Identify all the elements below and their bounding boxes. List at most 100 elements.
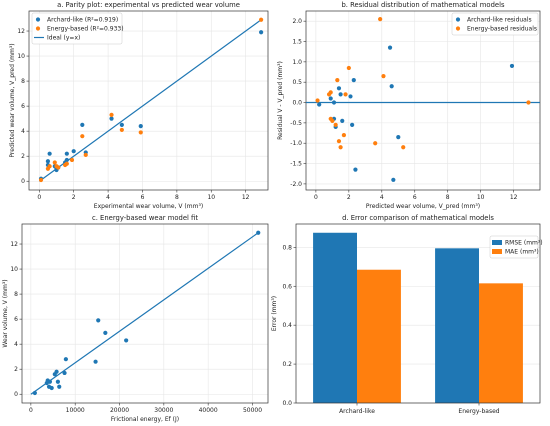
chart-b-ytick-label: 2.0 [292,18,302,25]
chart-b-point-series1 [509,63,515,69]
chart-c-xlabel: Frictional energy, Ef (J) [111,416,179,423]
chart-b-legend-label: Archard-like residuals [467,17,532,24]
chart-c-point-series1 [49,385,54,391]
chart-b-point-series1 [331,100,337,105]
chart-a-xtick-label: 10 [207,194,215,201]
chart-a-point-series1 [119,122,124,128]
chart-c-title: c. Energy-based wear model fit [92,214,198,222]
chart-b-point-series1 [348,94,353,99]
chart-d-ylabel: Error (mm³) [271,296,278,331]
chart-a-xtick-label: 2 [72,194,76,201]
chart-c-point-series1 [57,384,62,389]
chart-a-point-series1 [80,122,85,128]
chart-c-frame [21,223,269,404]
chart-b-point-series1 [338,92,343,97]
chart-c-xtick-label: 0 [29,407,33,414]
chart-a-point-series2 [56,165,61,170]
chart-b-ytick-label: -1.5 [290,161,302,168]
chart-b-xtick-label: 6 [413,194,417,201]
chart-b-legend-label: Energy-based residuals [467,26,537,33]
chart-d-title: d. Error comparison of mathematical mode… [342,214,494,222]
chart-b-ytick-label: -1.0 [290,140,302,147]
chart-d-legend-marker [492,240,502,245]
chart-d-bar-mae [357,269,401,403]
chart-c-point-series1 [96,318,101,323]
chart-a-ytick-label: 6 [21,103,25,110]
chart-a-legend-label: Energy-based (R²=0.933) [47,26,124,33]
chart-c-point-series1 [62,370,67,376]
chart-b-point-series1 [389,84,394,89]
chart-a-point-series1 [71,149,76,154]
chart-a-point-series2 [119,127,124,133]
chart-b-xtick-label: 12 [510,194,518,201]
chart-a-point-series1 [47,151,52,156]
chart-c-ytick-label: 6 [14,316,18,323]
chart-b-legend-marker [455,17,461,22]
chart-d-frame [295,223,541,404]
chart-c-xtick-label: 20000 [110,407,129,414]
chart-a-xtick-label: 12 [242,194,250,201]
chart-c-xtick-label: 50000 [243,407,262,414]
chart-c-point-series1 [256,230,261,235]
chart-c-point-series1 [32,390,37,396]
chart-d-ytick-label: 0.0 [282,400,292,407]
chart-a-point-series1 [64,151,69,156]
chart-a-point-series1 [45,159,51,164]
chart-a-point-series2 [83,152,88,158]
chart-d-ytick-label: 0.4 [282,322,292,329]
chart-b-point-series1 [396,135,401,140]
chart-c-ytick-label: 0 [14,391,18,398]
chart-a-legend-label: Ideal (y=x) [47,35,80,42]
chart-d-bar-mae [479,283,523,403]
chart-b-ytick-label: -0.5 [290,120,302,127]
chart-a-point-series2 [138,130,143,135]
chart-a-point-series1 [109,116,114,121]
chart-c-point-series1 [103,330,108,336]
chart-d-bar-rmse [313,232,357,403]
chart-a-ytick-label: 10 [17,53,25,60]
chart-a-point-series2 [109,112,114,117]
chart-b-xtick-label: 4 [380,194,384,201]
chart-a-point-series1 [138,124,143,129]
chart-b-point-series2 [330,118,335,123]
chart-c-point-series1 [124,338,129,343]
chart-a-xtick-label: 0 [37,194,41,201]
chart-d-legend-marker [492,249,502,254]
chart-a-point-series2 [69,157,75,163]
chart-c-point-series1 [54,369,59,374]
chart-d-category-label: Energy-based [458,408,499,415]
chart-b-point-series2 [335,78,340,83]
chart-a-legend-marker [35,26,41,31]
chart-a-legend [31,12,123,45]
chart-a-legend-marker [35,17,41,22]
chart-b-point-series1 [317,102,322,107]
chart-a-point-series2 [80,134,85,139]
chart-d-category-label: Archard-like [339,408,375,415]
chart-a-xlabel: Experimental wear volume, V (mm³) [94,203,203,210]
chart-b-xtick-label: 8 [446,194,450,201]
chart-c-ytick-label: 2 [14,366,18,373]
chart-a-xtick-label: 8 [175,194,179,201]
chart-b-point-series2 [328,90,333,95]
chart-b-point-series1 [336,86,342,91]
chart-b-point-series1 [391,177,396,182]
chart-a-fit-line [38,19,262,182]
chart-d-legend-label: MAE (mm³) [505,249,539,256]
chart-b-point-series2 [333,122,338,128]
chart-b-point-series2 [378,17,383,22]
chart-a-title: a. Parity plot: experimental vs predicte… [57,1,240,9]
chart-d-ytick-label: 0.6 [282,283,292,290]
chart-a-point-series2 [64,161,69,166]
chart-a-point-series1 [259,30,264,35]
chart-b-point-series2 [341,132,347,138]
chart-a-ytick-label: 8 [21,78,25,85]
chart-a-xtick-label: 4 [106,194,110,201]
chart-a-point-series2 [38,177,44,183]
chart-c-xtick-label: 40000 [199,407,218,414]
chart-d-ytick-label: 0.2 [282,361,292,368]
chart-a-frame [28,10,269,191]
chart-c-ytick-label: 10 [10,266,18,273]
chart-a-xtick-label: 6 [141,194,145,201]
chart-b-point-series1 [340,118,345,123]
